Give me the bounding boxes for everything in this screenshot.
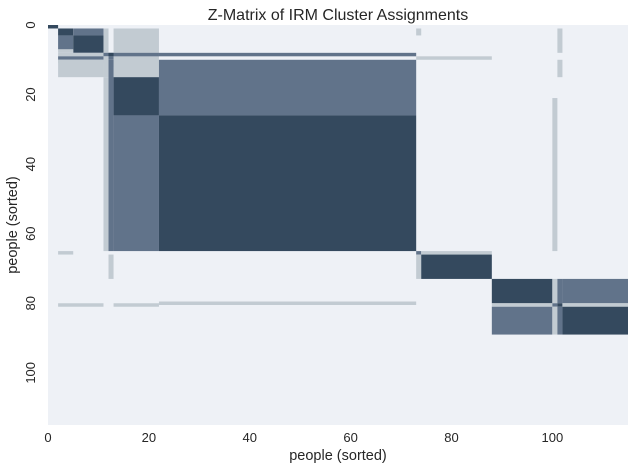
y-tick-label: 0: [23, 21, 38, 28]
chart-title: Z-Matrix of IRM Cluster Assignments: [208, 7, 469, 24]
heatmap-cell: [491, 306, 553, 335]
heatmap-cell: [557, 306, 563, 335]
heatmap-cell: [58, 59, 104, 78]
heatmap-cell: [58, 28, 74, 36]
y-tick-label: 40: [23, 157, 38, 171]
heatmap-cell: [416, 251, 422, 255]
heatmap-cell: [158, 59, 417, 116]
x-axis-label: people (sorted): [289, 448, 387, 464]
heatmap-cell: [58, 251, 74, 255]
heatmap-cell: [562, 278, 628, 304]
heatmap-cell: [557, 28, 563, 53]
heatmap-cell: [552, 98, 558, 252]
y-axis-ticks: 0 20 40 60 80 100: [23, 21, 38, 383]
heatmap-cell: [552, 303, 558, 307]
y-tick-label: 80: [23, 296, 38, 310]
heatmap-cell: [113, 77, 159, 116]
x-tick-label: 80: [444, 430, 458, 445]
heatmap-cell: [108, 254, 114, 279]
y-tick-label: 60: [23, 226, 38, 240]
heatmap-cell: [58, 35, 74, 50]
heatmap-cell: [58, 303, 104, 307]
heatmap-cell: [552, 306, 558, 335]
heatmap-cell: [108, 52, 114, 57]
heatmap-cell: [557, 59, 563, 78]
x-axis-ticks: 0 20 40 60 80 100: [44, 430, 563, 445]
heatmap-cell: [557, 278, 563, 304]
heatmap-cell: [158, 52, 417, 57]
heatmap-cell: [113, 59, 159, 78]
heatmap-cell: [562, 306, 628, 335]
heatmap-cell: [416, 28, 422, 36]
heatmap-cell: [416, 254, 422, 279]
y-tick-label: 20: [23, 87, 38, 101]
y-axis-label: people (sorted): [5, 176, 21, 274]
heatmap-cell: [108, 56, 114, 60]
heatmap-cell: [103, 28, 109, 67]
heatmap-cell: [103, 52, 159, 57]
heatmap-cell: [557, 303, 563, 307]
heatmap-cell: [421, 254, 492, 279]
heatmap-cells: [48, 25, 628, 335]
heatmap-cell: [158, 301, 417, 305]
heatmap-cell: [421, 251, 492, 255]
heatmap-cell: [48, 25, 59, 29]
heatmap-cell: [113, 303, 159, 307]
heatmap-cell: [416, 56, 492, 60]
x-tick-label: 0: [44, 430, 51, 445]
heatmap-cell: [113, 115, 159, 252]
heatmap-cell: [103, 56, 109, 78]
heatmap-cell: [108, 59, 114, 252]
x-tick-label: 60: [343, 430, 357, 445]
heatmap-cell: [158, 115, 417, 252]
heatmap-cell: [58, 56, 104, 60]
heatmap-cell: [58, 49, 74, 53]
heatmap-cell: [491, 303, 553, 307]
y-tick-label: 100: [23, 362, 38, 384]
x-tick-label: 20: [142, 430, 156, 445]
heatmap-cell: [552, 278, 558, 304]
heatmap-cell: [73, 28, 104, 36]
heatmap-cell: [73, 35, 104, 53]
x-tick-label: 100: [541, 430, 563, 445]
heatmap-cell: [491, 278, 553, 304]
heatmap-cell: [103, 77, 109, 252]
heatmap-cell: [58, 52, 104, 57]
heatmap-cell: [562, 303, 628, 307]
x-tick-label: 40: [243, 430, 257, 445]
